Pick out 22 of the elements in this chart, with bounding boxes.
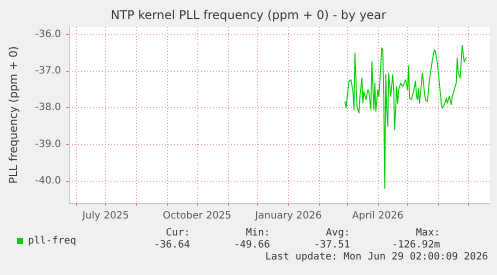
y-tick-label: -38.0 [35, 102, 61, 114]
text: -36.64 [154, 240, 190, 250]
x-tick-label: April 2026 [352, 210, 404, 222]
legend-label: pll-freq [28, 236, 76, 246]
text: Last update: Mon Jun 29 02:00:09 2026 [265, 252, 488, 262]
y-tick-label: -36.0 [35, 28, 61, 40]
y-tick-label: -40.0 [35, 176, 61, 186]
text: Cur: [166, 228, 190, 238]
line-series [344, 44, 467, 189]
chart-title: NTP kernel PLL frequency (ppm + 0) - by year [110, 8, 386, 22]
x-tick-label: October 2025 [162, 210, 232, 222]
text: -126.92m [392, 240, 440, 250]
text: Avg: [326, 228, 350, 238]
y-tick-label: -39.0 [35, 138, 61, 150]
text: Min: [246, 228, 270, 238]
text: -37.51 [314, 240, 350, 250]
text: -49.66 [234, 240, 270, 250]
x-tick-label: January 2026 [254, 210, 322, 222]
text: Max: [416, 228, 440, 238]
x-tick-label: July 2025 [81, 210, 130, 222]
y-tick-label: -37.0 [35, 66, 61, 76]
y-axis-title: PLL frequency (ppm + 0) [7, 46, 20, 184]
